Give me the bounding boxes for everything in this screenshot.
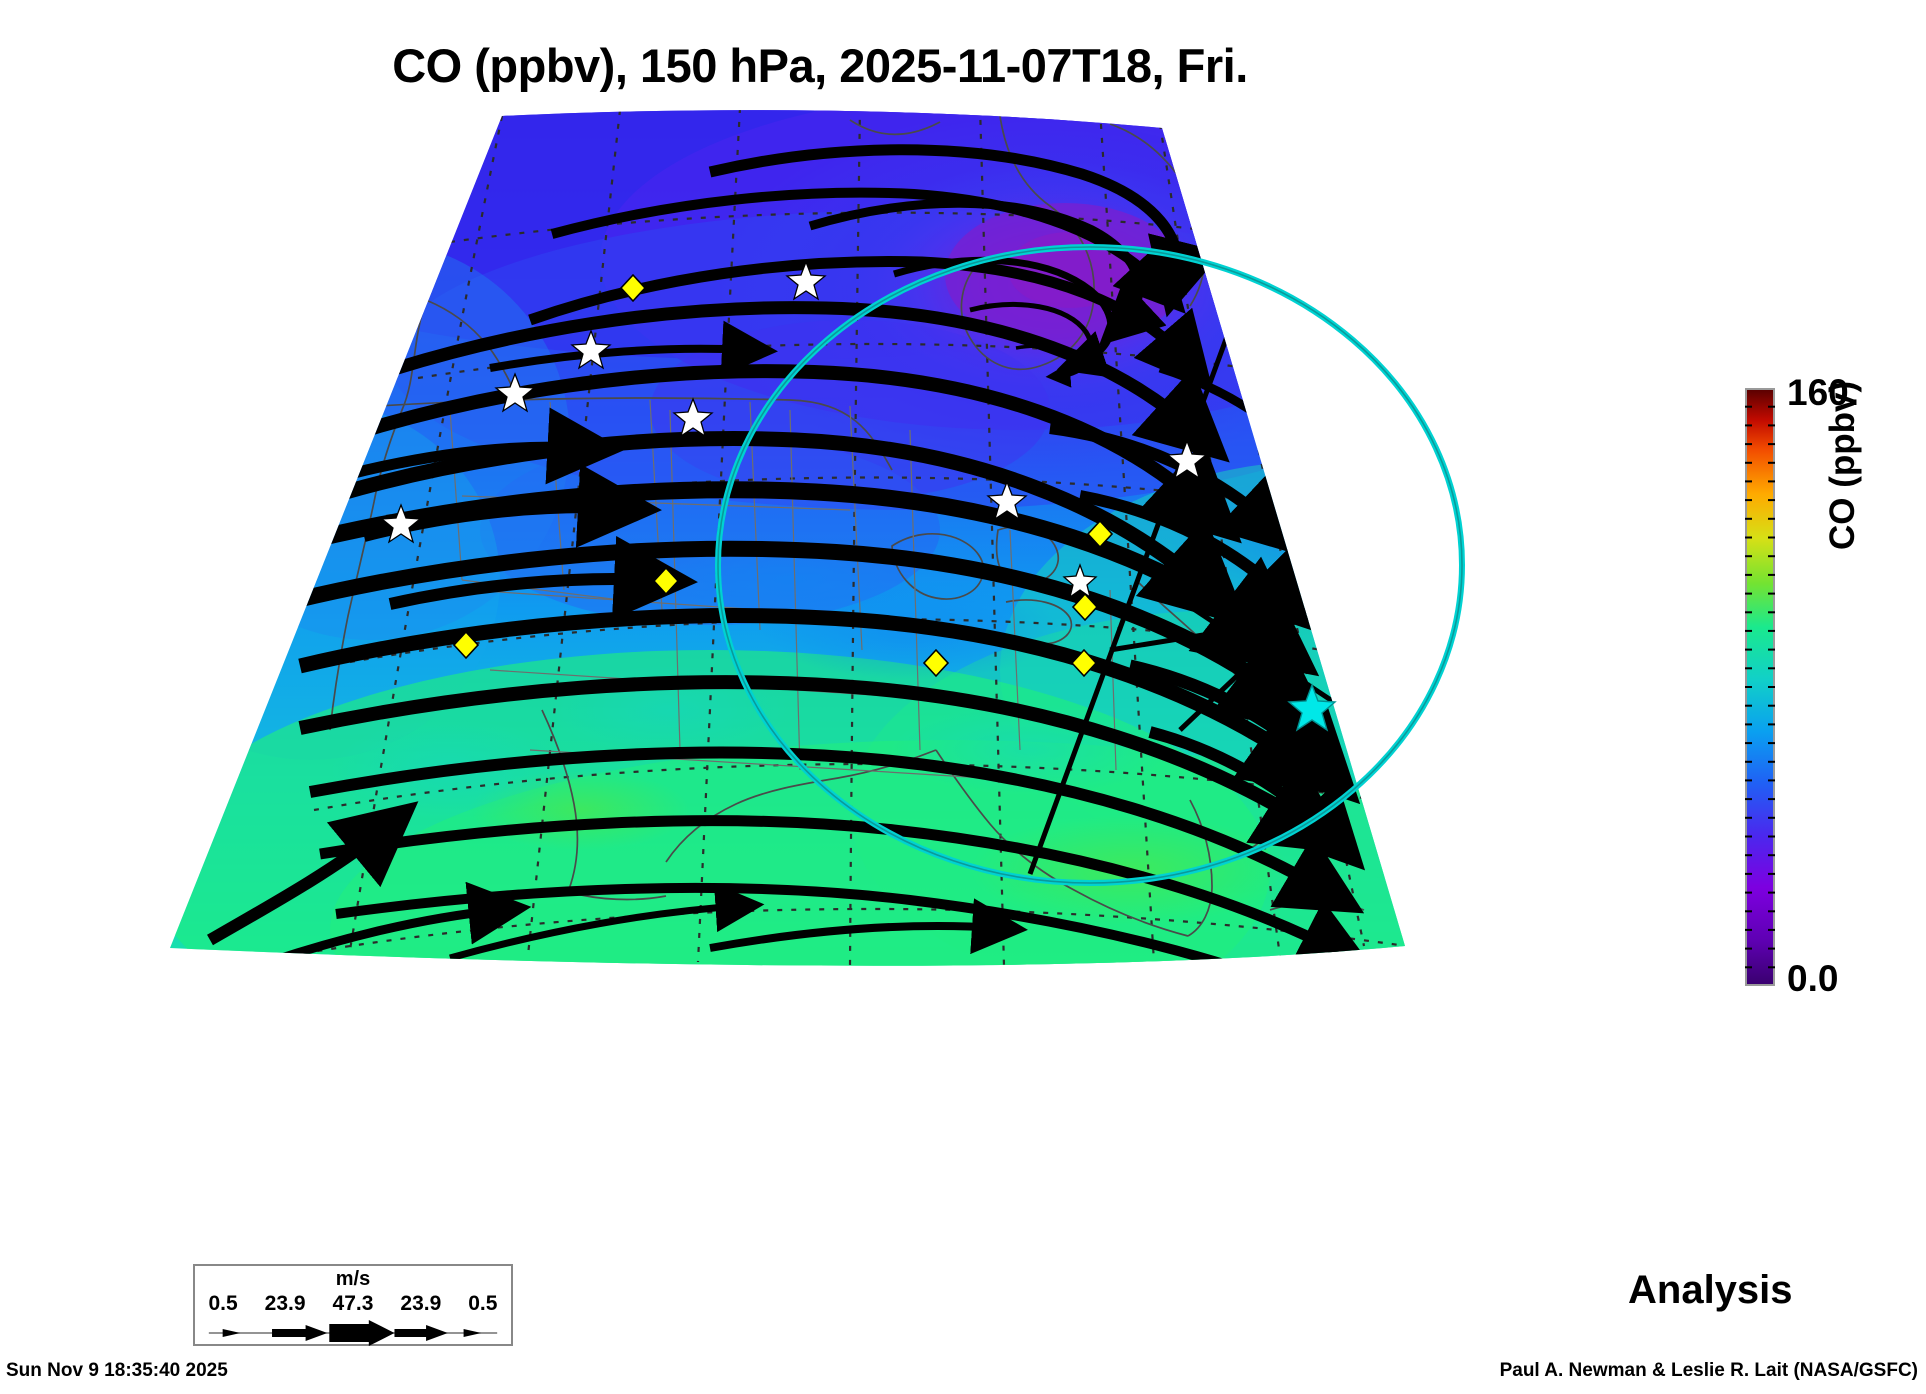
wind-value: 47.3 [332, 1292, 374, 1315]
author-credit: Paul A. Newman & Leslie R. Lait (NASA/GS… [1499, 1360, 1918, 1381]
wind-arrow-scale [208, 1320, 498, 1346]
wind-value-labels: 0.5 23.9 47.3 23.9 0.5 [195, 1292, 511, 1316]
colorbar-ticks [1745, 405, 1775, 969]
range-ring [715, 244, 1465, 886]
wind-speed-legend: m/s 0.5 23.9 47.3 23.9 0.5 [193, 1264, 513, 1346]
page-title: CO (ppbv), 150 hPa, 2025-11-07T18, Fri. [392, 39, 1248, 92]
colorbar: 160. 0.0 CO (ppbv) [1735, 372, 1925, 1000]
station-diamond[interactable] [452, 273, 1114, 678]
co-contour-map[interactable] [150, 110, 1570, 1270]
station-markers[interactable] [380, 260, 1337, 732]
station-star[interactable] [380, 260, 1208, 599]
wind-value: 0.5 [208, 1292, 238, 1315]
map-panel[interactable] [150, 110, 1570, 1270]
wind-value: 0.5 [468, 1292, 498, 1315]
generation-timestamp: Sun Nov 9 18:35:40 2025 [6, 1360, 228, 1381]
colorbar-max-label: 160. [1787, 372, 1860, 413]
wind-value: 23.9 [264, 1292, 306, 1315]
colorbar-axis-label: CO (ppbv) [1823, 380, 1862, 550]
colorbar-min-label: 0.0 [1787, 958, 1839, 999]
analysis-label: Analysis [1628, 1268, 1793, 1312]
flight-origin-star[interactable] [1287, 683, 1337, 732]
wind-unit-label: m/s [335, 1268, 371, 1290]
wind-value: 23.9 [400, 1292, 442, 1315]
